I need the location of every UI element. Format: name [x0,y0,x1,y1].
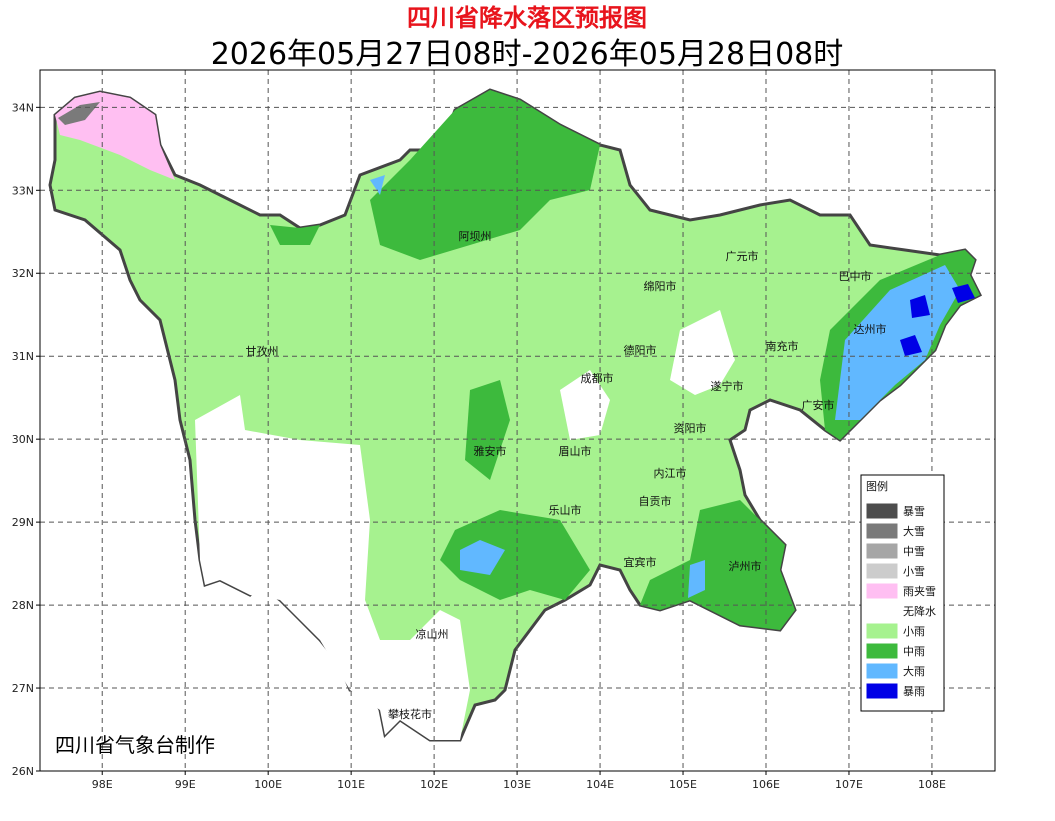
x-tick-label: 105E [669,778,697,791]
x-tick-label: 98E [92,778,113,791]
y-tick-label: 28N [12,599,34,612]
city-label: 广元市 [726,249,759,263]
no-rain-area [670,310,735,395]
legend-label: 雨夹雪 [903,585,936,598]
legend-label: 大雨 [903,664,925,678]
y-tick-label: 34N [12,101,34,114]
city-label: 攀枝花市 [388,707,432,721]
x-tick-label: 103E [503,778,531,791]
city-label: 南充市 [766,339,799,353]
city-label: 雅安市 [474,444,507,458]
y-tick-label: 32N [12,267,34,280]
city-label: 眉山市 [559,444,592,458]
legend-swatch [865,602,899,620]
legend-label: 小雨 [903,625,925,638]
legend-swatch [865,542,899,560]
title: 四川省降水落区预报图 [407,4,647,32]
legend-swatch [865,562,899,580]
city-label: 遂宁市 [711,379,744,393]
y-tick-label: 26N [12,765,34,778]
city-label: 巴中市 [839,269,872,283]
legend-swatch [865,662,899,680]
moderate-rain-area [270,225,320,245]
y-tick-label: 31N [12,350,34,363]
x-tick-label: 108E [918,778,946,791]
no-rain-area [195,395,470,740]
legend-swatch [865,622,899,640]
legend-label: 无降水 [903,604,936,618]
city-label: 广安市 [802,398,835,412]
legend-label: 暴雨 [903,685,925,698]
city-label: 乐山市 [549,503,582,517]
city-label: 宜宾市 [624,555,657,569]
x-tick-label: 107E [835,778,863,791]
x-tick-label: 104E [586,778,614,791]
legend-swatch [865,682,899,700]
legend-label: 暴雪 [903,505,925,518]
legend-title: 图例 [866,479,888,493]
rainstorm-area [900,335,922,356]
city-label: 内江市 [654,466,687,480]
subtitle: 2026年05月27日08时-2026年05月28日08时 [211,37,844,72]
heavy-rain-area [370,175,385,195]
moderate-rain-area [640,500,795,630]
city-label: 甘孜州 [246,344,279,358]
x-tick-label: 99E [175,778,196,791]
credit: 四川省气象台制作 [55,733,215,757]
city-label: 自贡市 [639,494,672,508]
legend-label: 中雨 [903,645,925,658]
legend-swatch [865,582,899,600]
legend-swatch [865,522,899,540]
moderate-rain-area [465,380,510,480]
city-label: 泸州市 [729,559,762,573]
legend-label: 小雪 [903,565,925,578]
map-shapes [48,88,983,742]
moderate-rain-area [440,510,590,600]
y-tick-label: 33N [12,184,34,197]
city-label: 阿坝州 [459,229,492,243]
city-label: 凉山州 [416,627,449,641]
legend-swatch [865,642,899,660]
city-label: 成都市 [581,371,614,385]
y-tick-label: 30N [12,433,34,446]
city-label: 绵阳市 [644,279,677,293]
x-tick-label: 102E [420,778,448,791]
x-tick-label: 100E [254,778,282,791]
heavy-rain-area [688,560,705,598]
heavy-rain-area [835,265,960,420]
legend-swatch [865,502,899,520]
city-label: 达州市 [854,322,887,336]
y-tick-label: 29N [12,516,34,529]
legend-label: 大雪 [903,524,925,538]
legend-label: 中雪 [903,545,925,558]
no-rain-area [560,370,610,440]
moderate-rain-area [370,90,600,260]
y-tick-label: 27N [12,682,34,695]
x-tick-label: 101E [337,778,365,791]
rainstorm-area [952,284,975,303]
city-label: 德阳市 [624,343,657,357]
rainstorm-area [910,295,930,318]
city-label: 资阳市 [674,421,707,435]
x-tick-label: 106E [752,778,780,791]
heavy-rain-area [460,540,505,575]
